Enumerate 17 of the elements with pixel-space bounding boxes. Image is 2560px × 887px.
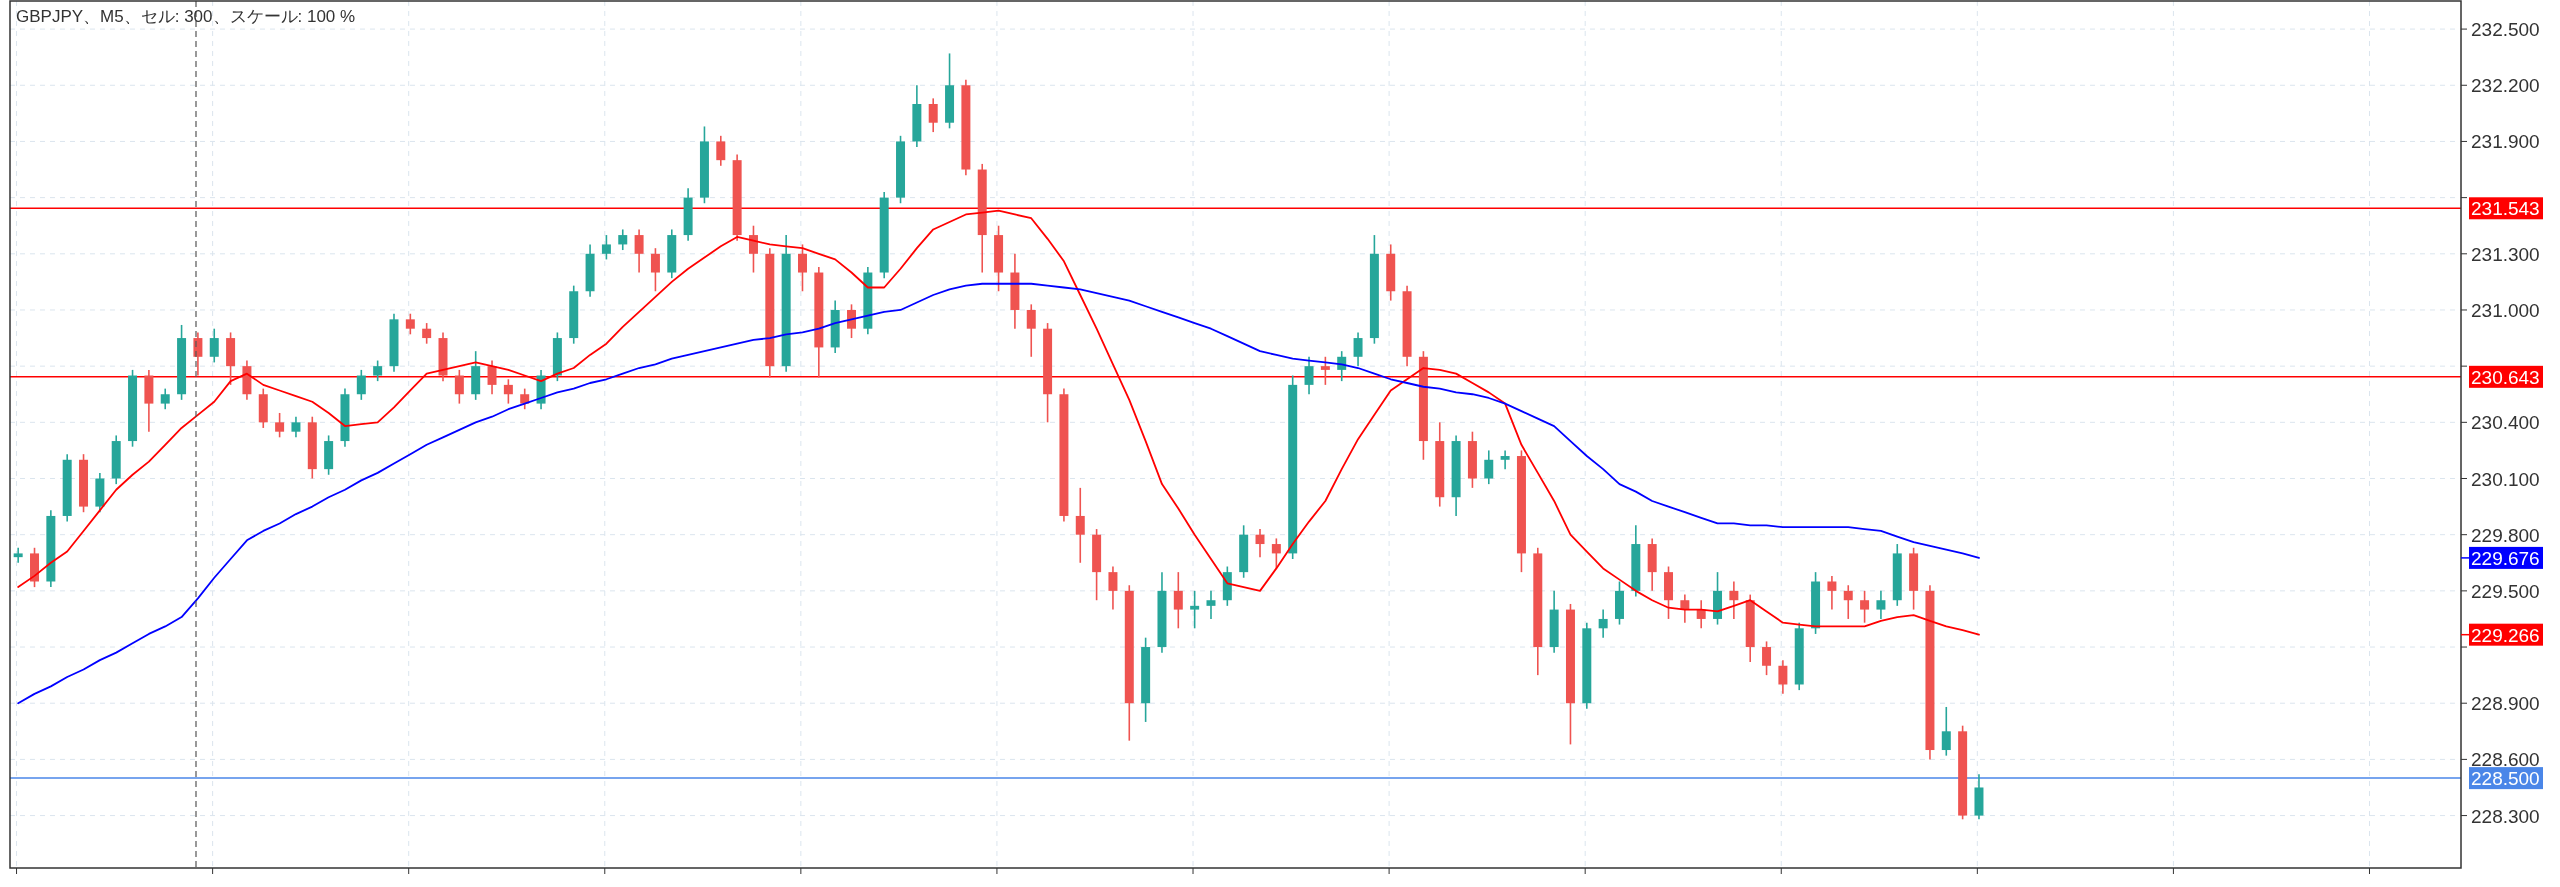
annotation: 229.676 bbox=[2460, 546, 2543, 569]
ref-line-label: 228.500 bbox=[2471, 768, 2540, 790]
y-tick-label: 231.900 bbox=[2471, 131, 2540, 153]
ref-line-label: 231.543 bbox=[2471, 198, 2540, 220]
y-tick-label: 232.200 bbox=[2471, 75, 2540, 97]
y-tick-label: 231.300 bbox=[2471, 243, 2540, 265]
y-tick-label: 228.300 bbox=[2471, 805, 2540, 827]
y-tick-label: 229.500 bbox=[2471, 580, 2540, 602]
y-tick-label: 229.800 bbox=[2471, 524, 2540, 546]
y-tick-label: 228.900 bbox=[2471, 693, 2540, 715]
y-tick-label: 230.100 bbox=[2471, 468, 2540, 490]
annotation: 229.266 bbox=[2460, 623, 2543, 646]
y-tick-label: 231.000 bbox=[2471, 299, 2540, 321]
y-tick-label: 230.400 bbox=[2471, 412, 2540, 434]
title: GBPJPY、M5、セル: 300、スケール: 100 % bbox=[16, 7, 356, 26]
ref-line-label: 230.643 bbox=[2471, 366, 2540, 388]
y-tick-label: 232.500 bbox=[2471, 19, 2540, 41]
